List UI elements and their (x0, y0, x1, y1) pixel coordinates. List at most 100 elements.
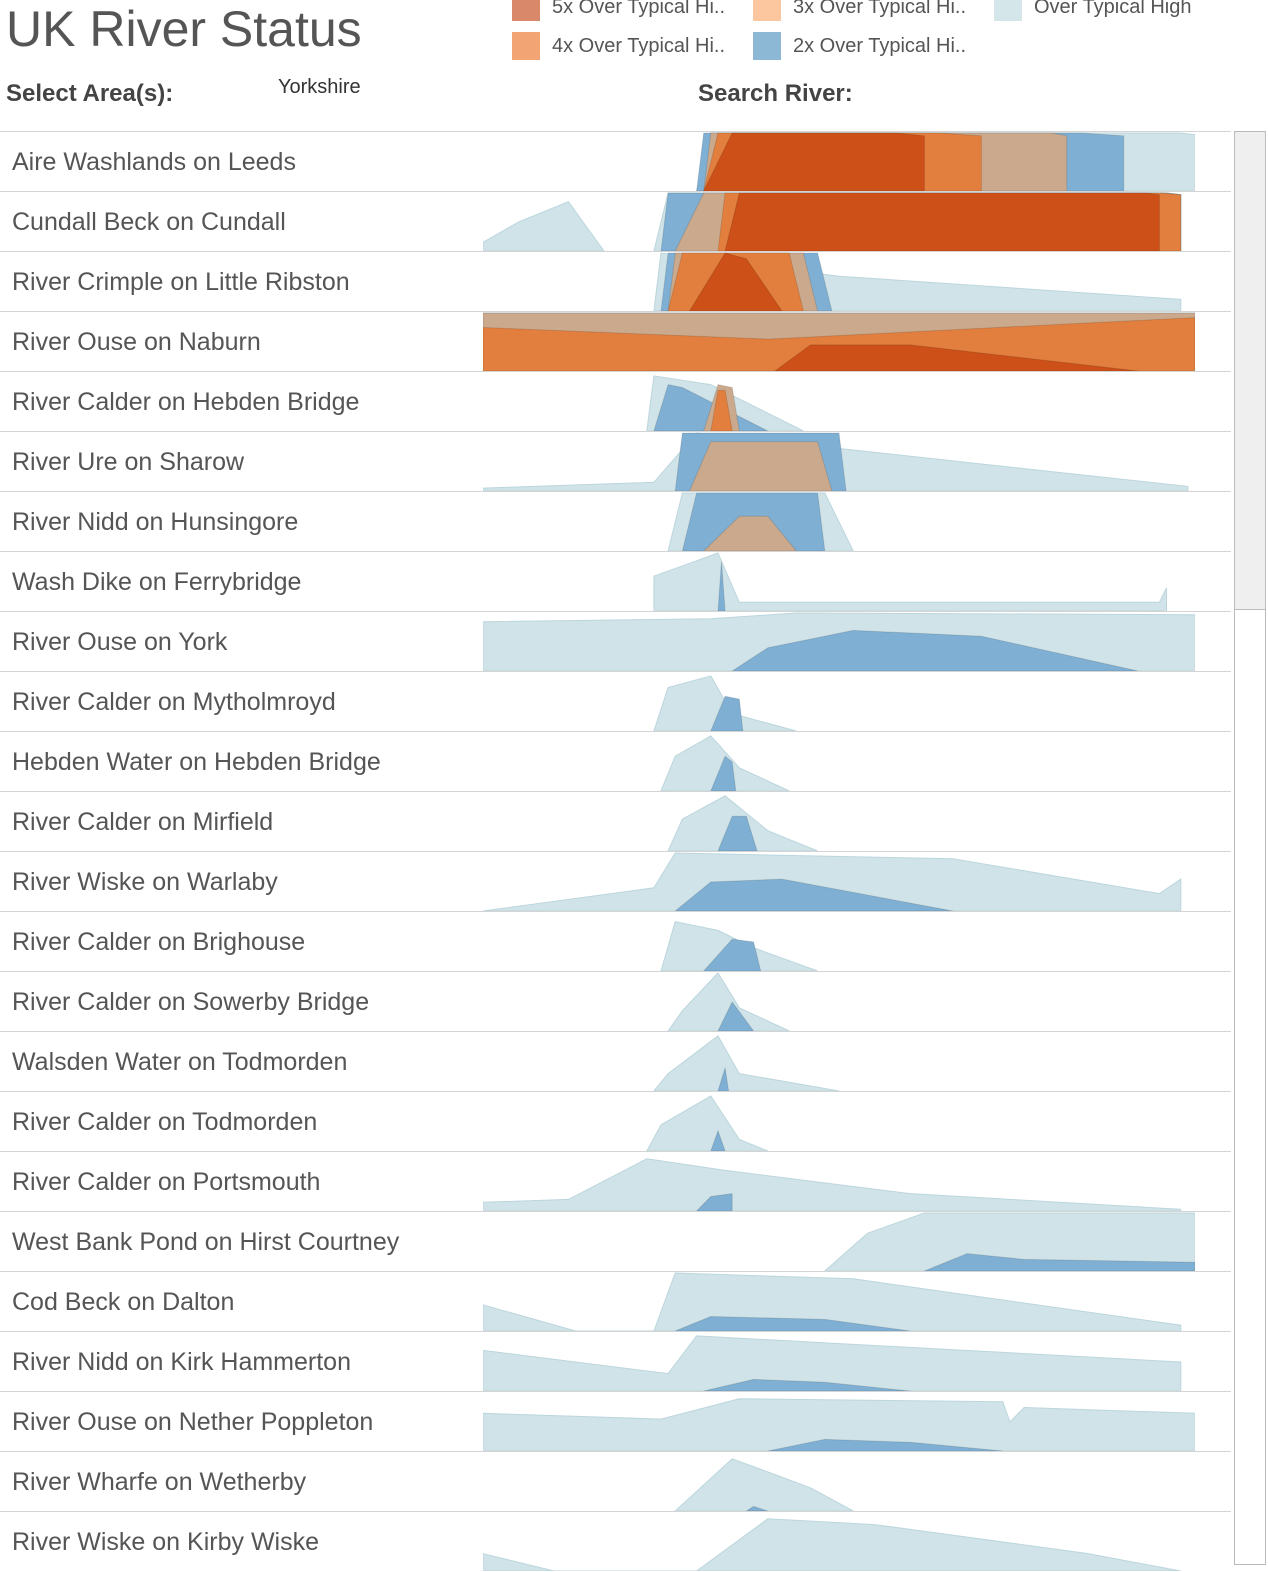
river-row-cundall-beck-on-cundall[interactable]: Cundall Beck on Cundall (0, 191, 1231, 251)
river-level-chart (667, 492, 854, 551)
river-name: River Ouse on Nether Poppleton (12, 1408, 374, 1436)
legend-item-4x[interactable]: 4x Over Typical Hi.. (512, 31, 725, 61)
select-area-label: Select Area(s): (6, 80, 174, 107)
river-level-chart (646, 375, 804, 431)
scrollbar-thumb[interactable] (1235, 132, 1265, 610)
river-name: River Wiske on Warlaby (12, 868, 278, 896)
river-name: Wash Dike on Ferrybridge (12, 568, 302, 596)
river-row-hebden-water-on-hebden-bridge[interactable]: Hebden Water on Hebden Bridge (0, 731, 1231, 791)
band-x2-0 (695, 1193, 733, 1211)
band-x2-0 (924, 1253, 1195, 1271)
river-row-river-ure-on-sharow[interactable]: River Ure on Sharow (0, 431, 1231, 491)
river-level-chart (483, 612, 1195, 671)
band-x2-0 (710, 1129, 726, 1151)
river-name: River Calder on Mytholmroyd (12, 688, 336, 716)
band-over-0 (674, 1458, 854, 1511)
river-row-river-calder-on-portsmouth[interactable]: River Calder on Portsmouth (0, 1151, 1231, 1211)
legend-item-over[interactable]: Over Typical High (994, 0, 1191, 22)
legend-label-2x: 2x Over Typical Hi.. (793, 34, 967, 57)
band-x2-0 (717, 815, 758, 851)
band-over-0 (483, 1158, 1182, 1211)
river-list: Aire Washlands on Leeds Cundall Beck on C… (0, 131, 1231, 1571)
band-x3-0 (702, 515, 797, 551)
scrollbar[interactable] (1234, 131, 1266, 1565)
river-name: River Nidd on Kirk Hammerton (12, 1348, 351, 1376)
river-row-river-ouse-on-naburn[interactable]: River Ouse on Naburn (0, 311, 1231, 371)
river-row-river-ouse-on-york[interactable]: River Ouse on York (0, 611, 1231, 671)
river-row-river-calder-on-brighouse[interactable]: River Calder on Brighouse (0, 911, 1231, 971)
river-row-river-calder-on-hebden-bridge[interactable]: River Calder on Hebden Bridge (0, 371, 1231, 431)
band-x2-0 (675, 1315, 911, 1331)
band-x2-0 (710, 755, 737, 791)
river-row-river-wiske-on-kirby-wiske[interactable]: River Wiske on Kirby Wiske (0, 1511, 1231, 1571)
river-level-chart (646, 1095, 768, 1151)
river-name: River Calder on Todmorden (12, 1108, 318, 1136)
river-level-chart (653, 675, 797, 731)
band-over-0 (653, 1035, 840, 1091)
river-row-river-calder-on-mytholmroyd[interactable]: River Calder on Mytholmroyd (0, 671, 1231, 731)
area-dropdown[interactable]: Yorkshire (278, 76, 361, 98)
river-level-chart (660, 735, 790, 791)
river-name: Hebden Water on Hebden Bridge (12, 748, 381, 776)
river-row-cod-beck-on-dalton[interactable]: Cod Beck on Dalton (0, 1271, 1231, 1331)
river-level-chart (653, 1035, 840, 1091)
river-level-chart (483, 432, 1189, 491)
band-x5-0 (703, 132, 925, 191)
legend-swatch-3x (753, 0, 781, 21)
band-over-0 (483, 1518, 1181, 1571)
band-over-0 (653, 552, 1167, 611)
river-level-chart (483, 1518, 1181, 1571)
river-name: River Nidd on Hunsingore (12, 508, 299, 536)
legend-swatch-4x (512, 32, 540, 60)
river-level-chart (824, 1212, 1195, 1271)
band-over-0 (824, 1212, 1195, 1271)
river-name: River Calder on Mirfield (12, 808, 274, 836)
river-row-river-calder-on-mirfield[interactable]: River Calder on Mirfield (0, 791, 1231, 851)
river-row-walsden-water-on-todmorden[interactable]: Walsden Water on Todmorden (0, 1031, 1231, 1091)
band-over-0 (483, 201, 605, 251)
river-row-river-ouse-on-nether-poppleton[interactable]: River Ouse on Nether Poppleton (0, 1391, 1231, 1451)
river-name: River Calder on Hebden Bridge (12, 388, 360, 416)
band-x2-0 (703, 1378, 911, 1391)
band-x3-0 (688, 441, 833, 491)
river-row-river-wiske-on-warlaby[interactable]: River Wiske on Warlaby (0, 851, 1231, 911)
river-row-west-bank-pond-on-hirst-courtney[interactable]: West Bank Pond on Hirst Courtney (0, 1211, 1231, 1271)
river-row-wash-dike-on-ferrybridge[interactable]: Wash Dike on Ferrybridge (0, 551, 1231, 611)
band-over-0 (483, 1272, 1182, 1331)
band-x4-0 (710, 389, 733, 431)
band-over-0 (646, 1095, 768, 1151)
river-level-chart (483, 1158, 1182, 1211)
river-row-river-nidd-on-hunsingore[interactable]: River Nidd on Hunsingore (0, 491, 1231, 551)
band-x2-0 (674, 878, 953, 911)
river-name: River Crimple on Little Ribston (12, 268, 350, 296)
legend-label-5x: 5x Over Typical Hi.. (552, 0, 726, 18)
legend-label-3x: 3x Over Typical Hi.. (793, 0, 967, 18)
legend-swatch-over (994, 0, 1022, 21)
river-name: River Ure on Sharow (12, 448, 245, 476)
river-level-chart (483, 1272, 1182, 1331)
band-x2-0 (717, 1001, 755, 1031)
band-x5-0 (774, 344, 1139, 371)
river-name: Aire Washlands on Leeds (12, 148, 296, 176)
river-row-river-calder-on-todmorden[interactable]: River Calder on Todmorden (0, 1091, 1231, 1151)
band-x2-0 (767, 1438, 1003, 1451)
legend-swatch-2x (753, 32, 781, 60)
legend-item-3x[interactable]: 3x Over Typical Hi.. (753, 0, 966, 22)
river-row-river-calder-on-sowerby-bridge[interactable]: River Calder on Sowerby Bridge (0, 971, 1231, 1031)
legend-item-2x[interactable]: 2x Over Typical Hi.. (753, 31, 966, 61)
river-row-aire-washlands-on-leeds[interactable]: Aire Washlands on Leeds (0, 131, 1231, 191)
river-row-river-nidd-on-kirk-hammerton[interactable]: River Nidd on Kirk Hammerton (0, 1331, 1231, 1391)
river-name: Cod Beck on Dalton (12, 1288, 235, 1316)
band-x2-0 (731, 629, 1139, 671)
band-x2-0 (717, 561, 726, 611)
legend-item-5x[interactable]: 5x Over Typical Hi.. (512, 0, 725, 22)
page-title: UK River Status (6, 1, 362, 57)
band-over-0 (667, 972, 790, 1031)
river-level-chart (653, 552, 1167, 611)
river-level-chart (660, 921, 818, 971)
band-x2-0 (717, 1067, 730, 1091)
river-level-chart (483, 1335, 1182, 1391)
river-row-river-wharfe-on-wetherby[interactable]: River Wharfe on Wetherby (0, 1451, 1231, 1511)
river-level-chart (483, 312, 1195, 371)
river-row-river-crimple-on-little-ribston[interactable]: River Crimple on Little Ribston (0, 251, 1231, 311)
